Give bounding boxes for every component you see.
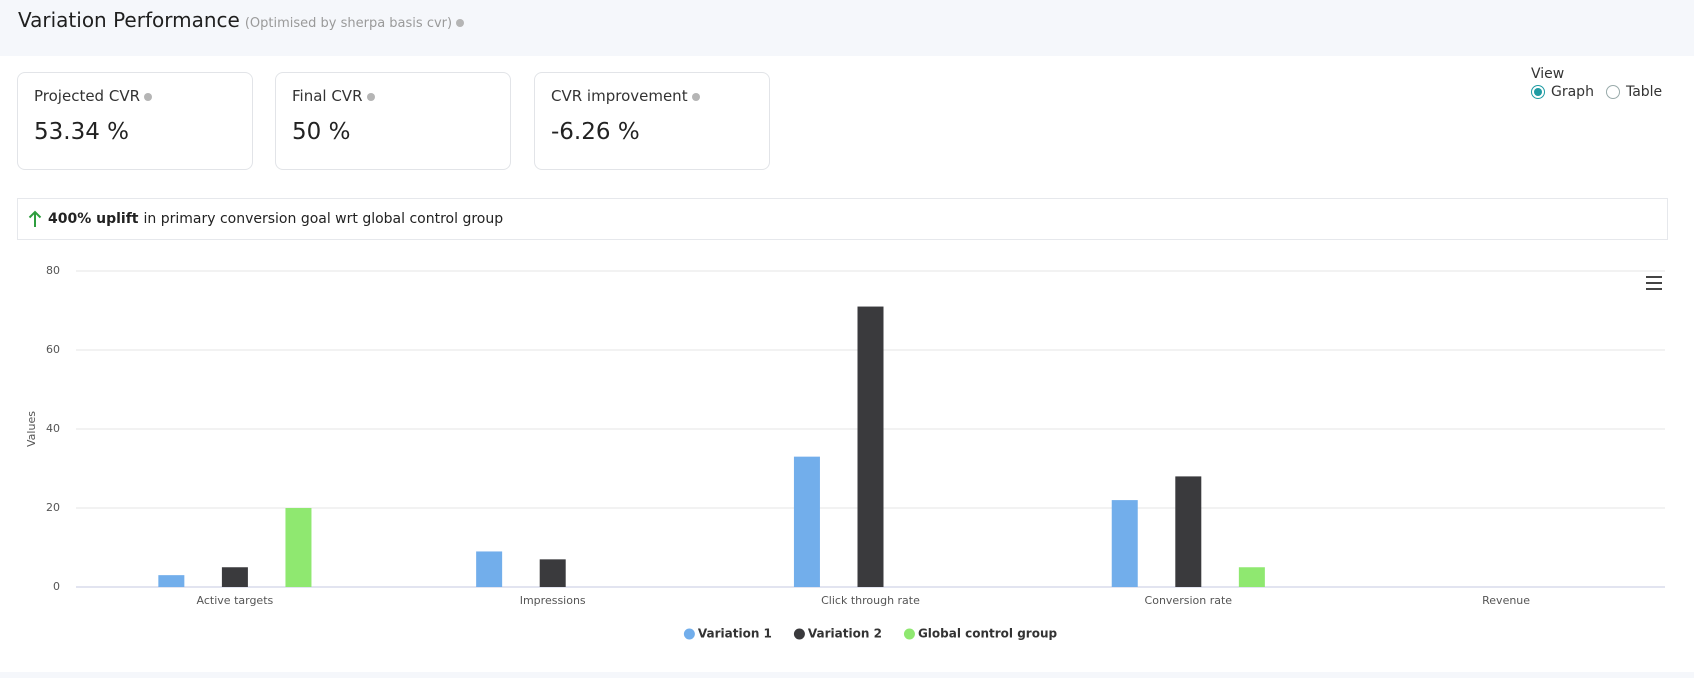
- y-tick-label: 80: [46, 264, 60, 277]
- metric-card: Final CVR 50 %: [275, 72, 511, 170]
- page-title: Variation Performance: [18, 8, 240, 32]
- legend-label: Global control group: [918, 627, 1058, 641]
- bar: [1238, 567, 1265, 587]
- subtitle: (Optimised by sherpa basis cvr): [244, 16, 453, 31]
- card-label: Final CVR: [292, 87, 363, 105]
- radio[interactable]: [1605, 85, 1620, 99]
- bar: [476, 551, 503, 587]
- panel: Projected CVR 53.34 % Final CVR 50 % CVR…: [0, 56, 1694, 672]
- bar: [1111, 500, 1138, 587]
- option-label: Graph: [1551, 84, 1594, 100]
- info-icon[interactable]: [366, 92, 375, 101]
- y-tick-label: 40: [46, 422, 60, 435]
- menu-icon[interactable]: [1646, 276, 1662, 290]
- bar: [539, 559, 566, 587]
- card-label: Projected CVR: [34, 87, 140, 105]
- view-options: Graph Table: [1531, 84, 1674, 100]
- y-tick-label: 20: [46, 501, 60, 514]
- legend-marker: [683, 628, 695, 640]
- x-tick-label: Click through rate: [821, 594, 920, 607]
- radio[interactable]: [1531, 85, 1545, 99]
- bar: [857, 306, 884, 587]
- info-icon[interactable]: [456, 19, 465, 27]
- header: Variation Performance (Optimised by sher…: [18, 8, 465, 38]
- view-option[interactable]: Graph: [1531, 84, 1594, 100]
- x-tick-label: Active targets: [197, 594, 274, 607]
- bar: [793, 456, 820, 587]
- info-icon[interactable]: [144, 92, 152, 101]
- uplift-highlight: 400% uplift: [48, 211, 139, 227]
- legend-label: Variation 1: [698, 627, 772, 641]
- y-axis-title: Values: [25, 411, 38, 447]
- bar: [221, 567, 248, 587]
- info-icon[interactable]: [691, 92, 700, 101]
- metric-card: Projected CVR 53.34 %: [17, 72, 253, 170]
- x-tick-label: Revenue: [1482, 594, 1530, 607]
- uplift-banner: 400% uplift in primary conversion goal w…: [17, 198, 1668, 240]
- up-arrow: [28, 210, 42, 227]
- bar: [285, 508, 312, 587]
- card-value: -6.26 %: [551, 119, 640, 145]
- metric-card: CVR improvement -6.26 %: [534, 72, 770, 170]
- legend-marker: [793, 628, 805, 640]
- view-option[interactable]: Table: [1605, 84, 1663, 100]
- x-tick-label: Conversion rate: [1145, 594, 1233, 607]
- card-label: CVR improvement: [551, 87, 688, 105]
- option-label: Table: [1625, 84, 1663, 100]
- legend-marker: [903, 628, 915, 640]
- bar: [1175, 476, 1202, 587]
- view-toggle: View Graph Table: [1531, 66, 1674, 100]
- legend-label: Variation 2: [808, 627, 882, 641]
- y-tick-label: 60: [46, 343, 60, 356]
- x-tick-label: Impressions: [520, 594, 586, 607]
- view-label: View: [1531, 66, 1565, 82]
- bar: [158, 575, 185, 587]
- card-value: 50 %: [292, 119, 351, 145]
- y-tick-label: 0: [53, 580, 60, 593]
- card-value: 53.34 %: [34, 119, 130, 145]
- uplift-text: in primary conversion goal wrt global co…: [143, 211, 504, 227]
